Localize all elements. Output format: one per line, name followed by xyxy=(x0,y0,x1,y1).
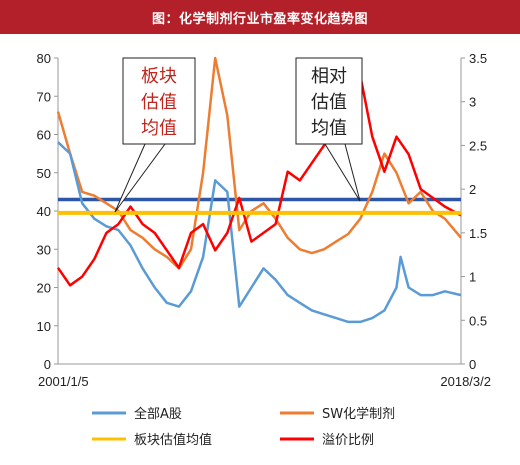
callout-box-1 xyxy=(295,57,363,145)
y-right-tick-label: 3 xyxy=(469,95,476,110)
callout-text-0-2: 均值 xyxy=(141,118,177,139)
x-tick-label-end: 2018/3/2 xyxy=(440,374,491,389)
y-left-tick-label: 80 xyxy=(37,51,51,66)
series-lines xyxy=(56,56,462,324)
y-left-tick-label: 50 xyxy=(37,166,51,181)
axes: 0 10 20 30 40 50 60 70 80 0 0.5 1 1.5 2 2.5 3 3.5 2001/1/… xyxy=(37,51,491,389)
y-left-tick-label: 40 xyxy=(37,204,51,219)
y-right-tick-label: 0 xyxy=(469,357,476,372)
callout-text-1-1: 估值 xyxy=(311,92,347,113)
series-line-3 xyxy=(56,74,462,287)
callout-tail-0 xyxy=(114,143,166,213)
y-left-tick-label: 30 xyxy=(37,242,51,257)
x-tick-label-start: 2001/1/5 xyxy=(38,374,89,389)
series-line-1 xyxy=(56,56,462,270)
callout-tail-1 xyxy=(324,143,361,202)
y-left-tick-label: 10 xyxy=(37,319,51,334)
legend-label-1: SW化学制剂 xyxy=(322,406,395,422)
y-left-tick-label: 0 xyxy=(44,357,51,372)
callout-text-0-0: 板块 xyxy=(141,66,177,87)
series-line-0 xyxy=(57,141,462,324)
y-right-tick-label: 3.5 xyxy=(469,51,487,66)
y-left-tick-label: 20 xyxy=(37,281,51,296)
chart-title: 图：化学制剂行业市盈率变化趋势图 xyxy=(0,0,520,34)
callout-text-1-2: 均值 xyxy=(311,118,347,139)
chart-area: 0 10 20 30 40 50 60 70 80 0 0.5 1 1.5 2 2.5 3 3.5 2001/1/… xyxy=(37,51,491,448)
callout-text-0-1: 估值 xyxy=(141,92,177,113)
y-right-tick-label: 1 xyxy=(469,270,476,285)
callout-box-0 xyxy=(122,57,196,145)
legend-label-2: 板块估值均值 xyxy=(134,432,212,448)
y-right-tick-label: 1.5 xyxy=(469,226,487,241)
callout-text-1-0: 相对 xyxy=(311,66,347,87)
y-right-tick-label: 0.5 xyxy=(469,313,487,328)
legend-label-0: 全部A股 xyxy=(134,406,182,422)
y-right-tick-label: 2 xyxy=(469,182,476,197)
y-right-tick-label: 2.5 xyxy=(469,138,487,153)
y-left-tick-label: 60 xyxy=(37,128,51,143)
legend-label-3: 溢价比例 xyxy=(322,433,374,448)
y-left-tick-label: 70 xyxy=(37,89,51,104)
